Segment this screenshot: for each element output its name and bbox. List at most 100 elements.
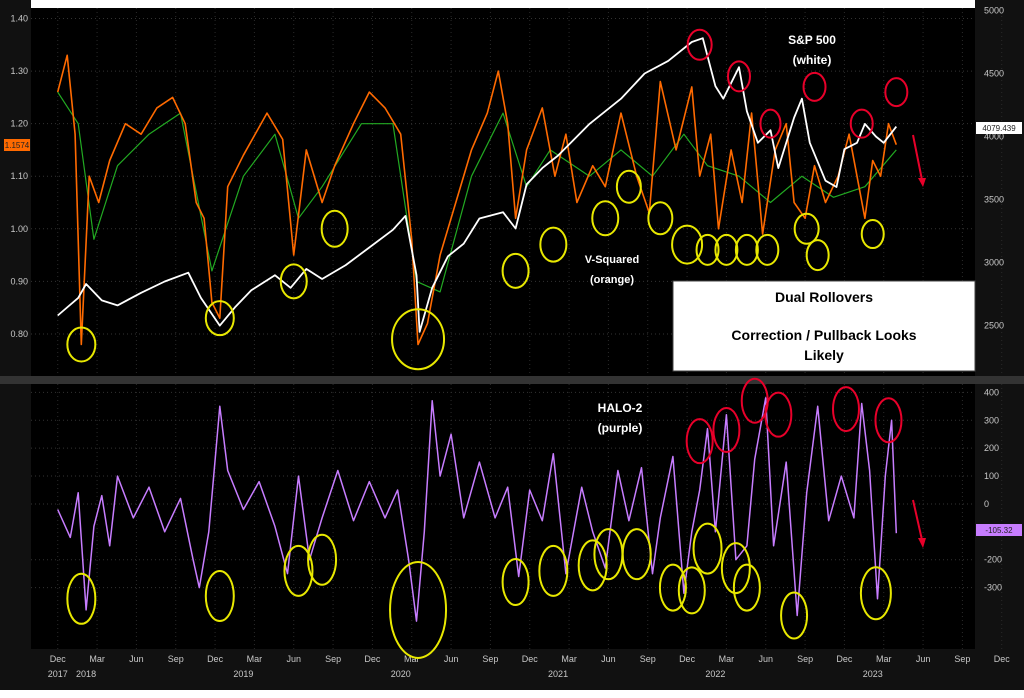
right-axis-tick-label: 2500: [984, 321, 1004, 331]
yellow-circle-bottom: [577, 539, 608, 592]
halo2-label: HALO-2: [598, 401, 643, 415]
yellow-circle-bottom: [859, 566, 892, 621]
left-last-value-tag: 1.1574: [4, 139, 30, 151]
right-axis-tick-label: 3000: [984, 258, 1004, 268]
right-axis-tick-label: 3500: [984, 195, 1004, 205]
x-month-tick-label: Sep: [482, 654, 498, 664]
yellow-circle-top: [695, 233, 720, 266]
yellow-circle-bottom: [501, 558, 530, 607]
vsquared-sublabel: (orange): [590, 274, 634, 286]
yellow-circle-top: [615, 169, 642, 204]
highlight-circles: [66, 28, 909, 659]
sp500-sublabel: (white): [793, 53, 832, 67]
axis-labels: 1.401.301.201.101.000.900.80500045004000…: [10, 6, 1011, 679]
x-month-tick-label: Dec: [50, 654, 67, 664]
yellow-circle-top: [204, 300, 235, 337]
x-month-tick-label: Dec: [836, 654, 853, 664]
red-circle-top: [884, 77, 909, 108]
x-month-tick-label: Dec: [364, 654, 381, 664]
yellow-circle-top: [501, 252, 530, 289]
bottom-last-value: -105.32: [985, 526, 1013, 535]
yellow-circle-top: [793, 212, 820, 245]
yellow-circle-top: [591, 200, 620, 237]
yellow-circle-bottom: [658, 563, 687, 612]
x-month-tick-label: Jun: [129, 654, 144, 664]
bottom-right-axis-tick-label: 200: [984, 443, 999, 453]
yellow-circle-top: [391, 308, 446, 371]
x-year-tick-label: 2021: [548, 669, 568, 679]
red-circle-top: [802, 71, 827, 102]
x-year-tick-label: 2018: [76, 669, 96, 679]
yellow-circle-bottom: [307, 533, 338, 586]
left-axis-tick-label: 1.20: [10, 119, 28, 129]
x-month-tick-label: Sep: [797, 654, 813, 664]
left-axis-strip: [0, 0, 31, 690]
yellow-circle-top: [671, 224, 704, 265]
x-year-tick-label: 2020: [391, 669, 411, 679]
yellow-circle-top: [647, 201, 674, 236]
left-axis-tick-label: 1.30: [10, 66, 28, 76]
yellow-circle-bottom: [692, 522, 723, 575]
bottom-right-axis-tick-label: 100: [984, 471, 999, 481]
yellow-circle-bottom: [621, 528, 652, 581]
x-month-tick-label: Dec: [522, 654, 539, 664]
x-month-tick-label: Mar: [876, 654, 892, 664]
panel-divider[interactable]: [0, 376, 1024, 384]
red-circle-bottom: [874, 397, 903, 444]
top-panel-series: [56, 37, 898, 346]
red-circle-bottom: [831, 386, 860, 433]
yellow-circle-top: [805, 239, 830, 272]
red-arrow-bottom: [912, 499, 926, 548]
bottom-right-axis-tick-label: 0: [984, 499, 989, 509]
callout-box: Dual Rollovers Correction / Pullback Loo…: [672, 280, 976, 372]
callout-line-3: Likely: [804, 347, 844, 363]
red-circle-bottom: [712, 407, 741, 454]
yellow-circle-bottom: [283, 544, 314, 597]
x-month-tick-label: Mar: [89, 654, 105, 664]
left-last-value: 1.1574: [5, 141, 30, 150]
bottom-last-value-tag: -105.32: [976, 524, 1022, 536]
x-month-tick-label: Jun: [916, 654, 931, 664]
sp500-white-line: [57, 37, 898, 333]
top-gridlines: [31, 8, 1003, 376]
halo2-sublabel: (purple): [598, 421, 643, 435]
right-axis-strip: [975, 0, 1024, 690]
x-month-tick-label: Jun: [444, 654, 459, 664]
x-month-tick-label: Sep: [168, 654, 184, 664]
yellow-circle-top: [279, 263, 308, 300]
callout-line-2: Correction / Pullback Looks: [731, 327, 916, 343]
right-last-value: 4079.439: [982, 124, 1016, 133]
bottom-right-axis-tick-label: -300: [984, 583, 1002, 593]
halo2-purple-line: [57, 397, 898, 622]
x-year-tick-label: 2017: [48, 669, 68, 679]
callout-line-1: Dual Rollovers: [775, 289, 873, 305]
yellow-circle-bottom: [389, 560, 448, 659]
red-circle-top: [727, 60, 751, 93]
x-year-tick-label: 2019: [233, 669, 253, 679]
yellow-circle-top: [66, 326, 97, 363]
x-month-tick-label: Jun: [286, 654, 301, 664]
x-month-tick-label: Jun: [601, 654, 616, 664]
red-arrow-top: [912, 134, 926, 187]
x-month-tick-label: Mar: [719, 654, 735, 664]
right-axis-tick-label: 4000: [984, 132, 1004, 142]
x-month-tick-label: Mar: [561, 654, 577, 664]
bottom-right-axis-tick-label: -200: [984, 555, 1002, 565]
red-circle-bottom: [764, 391, 793, 438]
yellow-circle-top: [539, 226, 568, 263]
yellow-circle-bottom: [780, 591, 809, 640]
x-year-tick-label: 2022: [705, 669, 725, 679]
x-month-tick-label: Mar: [247, 654, 263, 664]
yellow-circle-bottom: [720, 542, 751, 595]
yellow-circle-bottom: [677, 566, 706, 615]
red-circle-top: [686, 28, 713, 61]
left-axis-tick-label: 1.40: [10, 14, 28, 24]
x-month-tick-label: Dec: [994, 654, 1011, 664]
left-axis-tick-label: 1.00: [10, 224, 28, 234]
x-month-tick-label: Mar: [404, 654, 420, 664]
right-axis-tick-label: 4500: [984, 69, 1004, 79]
x-month-tick-label: Dec: [207, 654, 224, 664]
sp500-label: S&P 500: [788, 33, 836, 47]
